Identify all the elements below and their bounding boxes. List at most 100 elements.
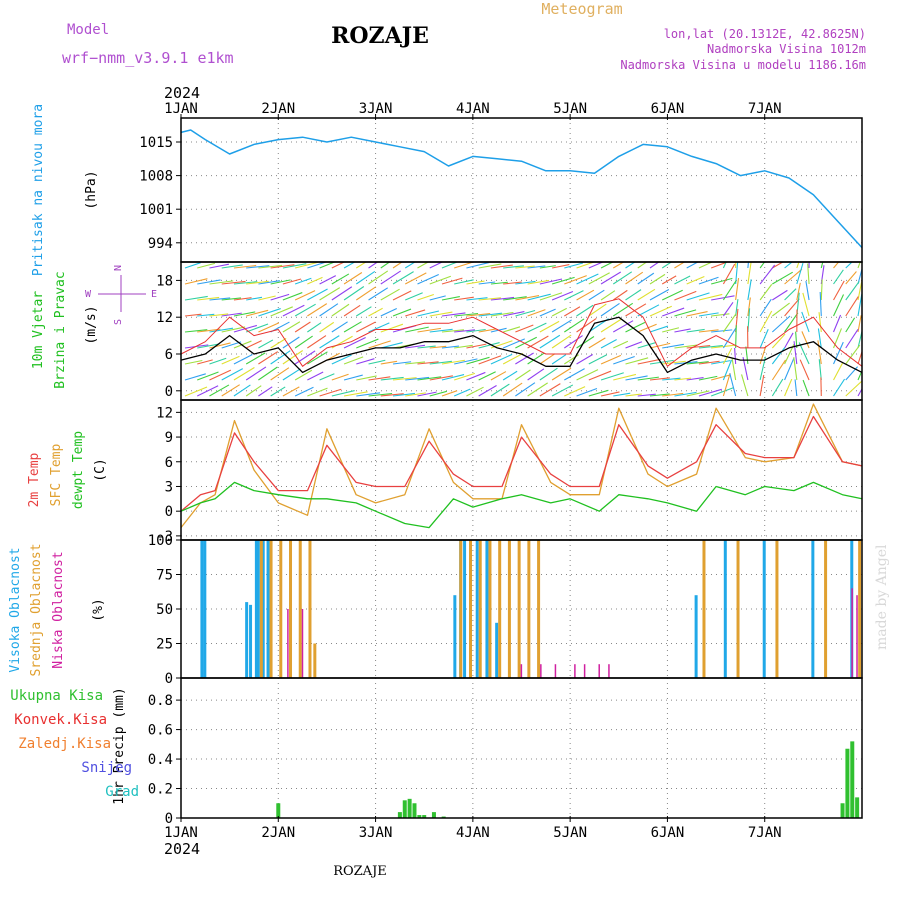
wind-arrow [258, 308, 281, 317]
wind-arrow [454, 279, 474, 285]
wind-arrow [625, 375, 648, 381]
wind-arrow [466, 313, 491, 317]
wind-arrow [759, 310, 773, 333]
wind-arrow [270, 386, 286, 397]
wind-arrow [551, 291, 574, 301]
wind-arrow [417, 294, 434, 301]
wind-arrow [258, 366, 278, 381]
wind-arrow [600, 318, 622, 333]
wind-arrow [564, 262, 584, 269]
wind-arrow [576, 289, 595, 301]
wind-arrow [270, 337, 287, 349]
panel-frame-2 [180, 399, 863, 541]
wind-arrow [490, 371, 507, 381]
cloud-bar [249, 604, 253, 678]
wind-arrow [368, 322, 390, 333]
precip-bar [276, 803, 281, 818]
wind-arrow [845, 344, 861, 365]
wind-arrow [576, 304, 594, 317]
wind-arrow [649, 325, 669, 333]
wind-arrow [600, 271, 622, 285]
wind-arrow [539, 367, 558, 381]
wind-arrow [245, 340, 262, 349]
cloud-bar [608, 664, 610, 678]
wind-arrow [490, 296, 515, 301]
grid-layer [181, 118, 862, 819]
wind-arrow [392, 271, 414, 285]
wind-arrow [319, 388, 342, 397]
wind-arrow [209, 280, 234, 285]
wind-arrow [527, 382, 548, 397]
wind-arrow [857, 262, 861, 269]
wind-arrow [441, 329, 464, 333]
wind-arrow [735, 299, 739, 317]
wind-arrow [759, 262, 766, 269]
wind-arrow [539, 383, 561, 397]
wind-arrow [478, 371, 496, 381]
cloud-bar [453, 595, 457, 678]
wind-arrow [625, 357, 649, 365]
wind-arrow [820, 262, 824, 269]
meteogram-label: Meteogram [541, 0, 622, 18]
wind-arrow [674, 275, 691, 285]
wind-arrow [258, 351, 279, 365]
wind-arrow [441, 390, 458, 397]
wind-arrow [270, 279, 291, 285]
wind-arrow [539, 334, 561, 349]
wind-arrow [722, 327, 737, 349]
wind-arrow [515, 352, 534, 365]
wind-arrow [698, 329, 719, 333]
wind-arrow [417, 327, 441, 333]
wind-arrow [539, 320, 560, 333]
wind-arrow [478, 355, 502, 365]
wind-arrow [209, 263, 230, 269]
precip-bar [422, 815, 427, 818]
wind-arrow [600, 290, 616, 301]
wind-arrow [282, 304, 305, 317]
wind-arrow [662, 327, 680, 333]
compass-n: N [113, 265, 124, 271]
wind-arrow [698, 375, 718, 381]
wind-arrow [233, 281, 258, 285]
wind-arrow [759, 345, 767, 365]
wind-arrow [698, 276, 719, 285]
cloud-bar [540, 664, 542, 678]
footer-station: ROZAJE [333, 864, 387, 879]
y-tick-label: 3 [165, 479, 173, 495]
wind-arrow [845, 329, 859, 349]
x-tick-top: 2JAN [261, 101, 295, 117]
wind-arrow [221, 355, 240, 365]
wind-arrow [294, 350, 316, 365]
wind-compass: N S W E [85, 265, 157, 325]
cloud-bar [488, 540, 492, 678]
cloud-bar [520, 664, 523, 678]
wind-arrow [637, 304, 660, 317]
y-tick-label: 0.8 [148, 693, 173, 709]
wind-arrow [515, 324, 534, 333]
wind-arrow [796, 262, 804, 285]
cloud-bar [468, 540, 472, 678]
wind-arrow [539, 278, 563, 285]
cloud-bar [313, 643, 317, 678]
wind-arrow [551, 263, 570, 269]
wind-arrow [307, 276, 323, 285]
cloud-title-3: Niska Oblacnost [51, 551, 66, 668]
wind-arrow [380, 376, 404, 381]
cloud-bar [478, 540, 482, 678]
wind-arrow [490, 383, 510, 397]
wind-arrow [833, 362, 844, 381]
wind-arrow [184, 278, 208, 285]
wind-arrow [258, 295, 276, 301]
wind-arrow [405, 309, 426, 317]
wind-arrow [356, 270, 376, 285]
wind-arrow [722, 313, 737, 333]
cloud-bar [702, 540, 706, 678]
wind-arrow [600, 372, 624, 381]
wind-arrow [731, 357, 737, 381]
wind-arrow [429, 295, 446, 301]
wind-arrow [184, 329, 208, 333]
wind-arrow [441, 359, 466, 365]
wind-arrow [662, 343, 684, 349]
y-tick-label: 994 [148, 236, 173, 252]
wind-arrow [209, 342, 231, 349]
